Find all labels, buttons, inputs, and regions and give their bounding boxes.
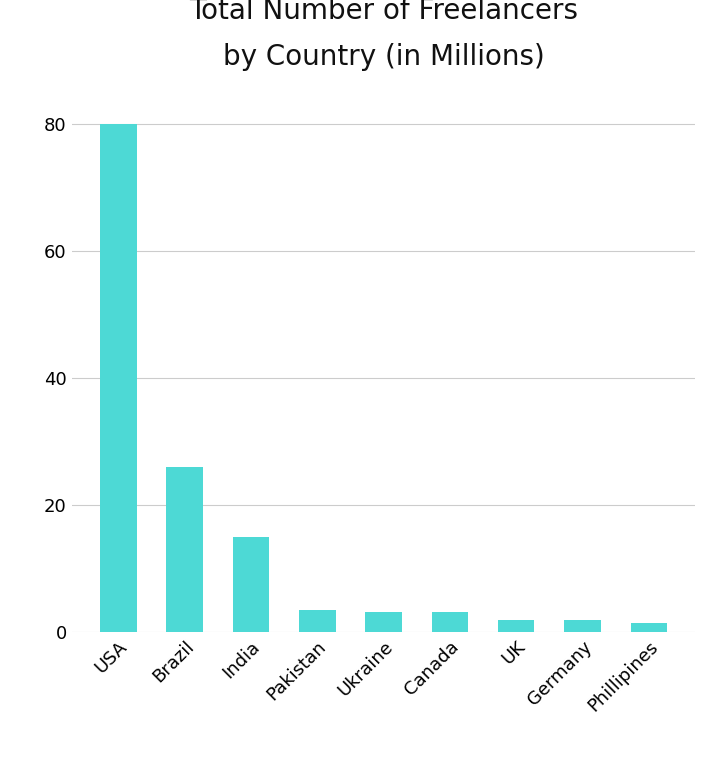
Bar bbox=[564, 620, 601, 632]
Bar bbox=[366, 612, 402, 632]
Bar bbox=[498, 620, 534, 632]
Bar bbox=[100, 124, 136, 632]
Bar bbox=[233, 537, 269, 632]
Bar bbox=[166, 467, 203, 632]
Bar bbox=[299, 610, 336, 632]
Title: Total Number of Freelancers
by Country (in Millions): Total Number of Freelancers by Country (… bbox=[189, 0, 578, 71]
Bar bbox=[432, 612, 468, 632]
Bar bbox=[631, 623, 667, 632]
